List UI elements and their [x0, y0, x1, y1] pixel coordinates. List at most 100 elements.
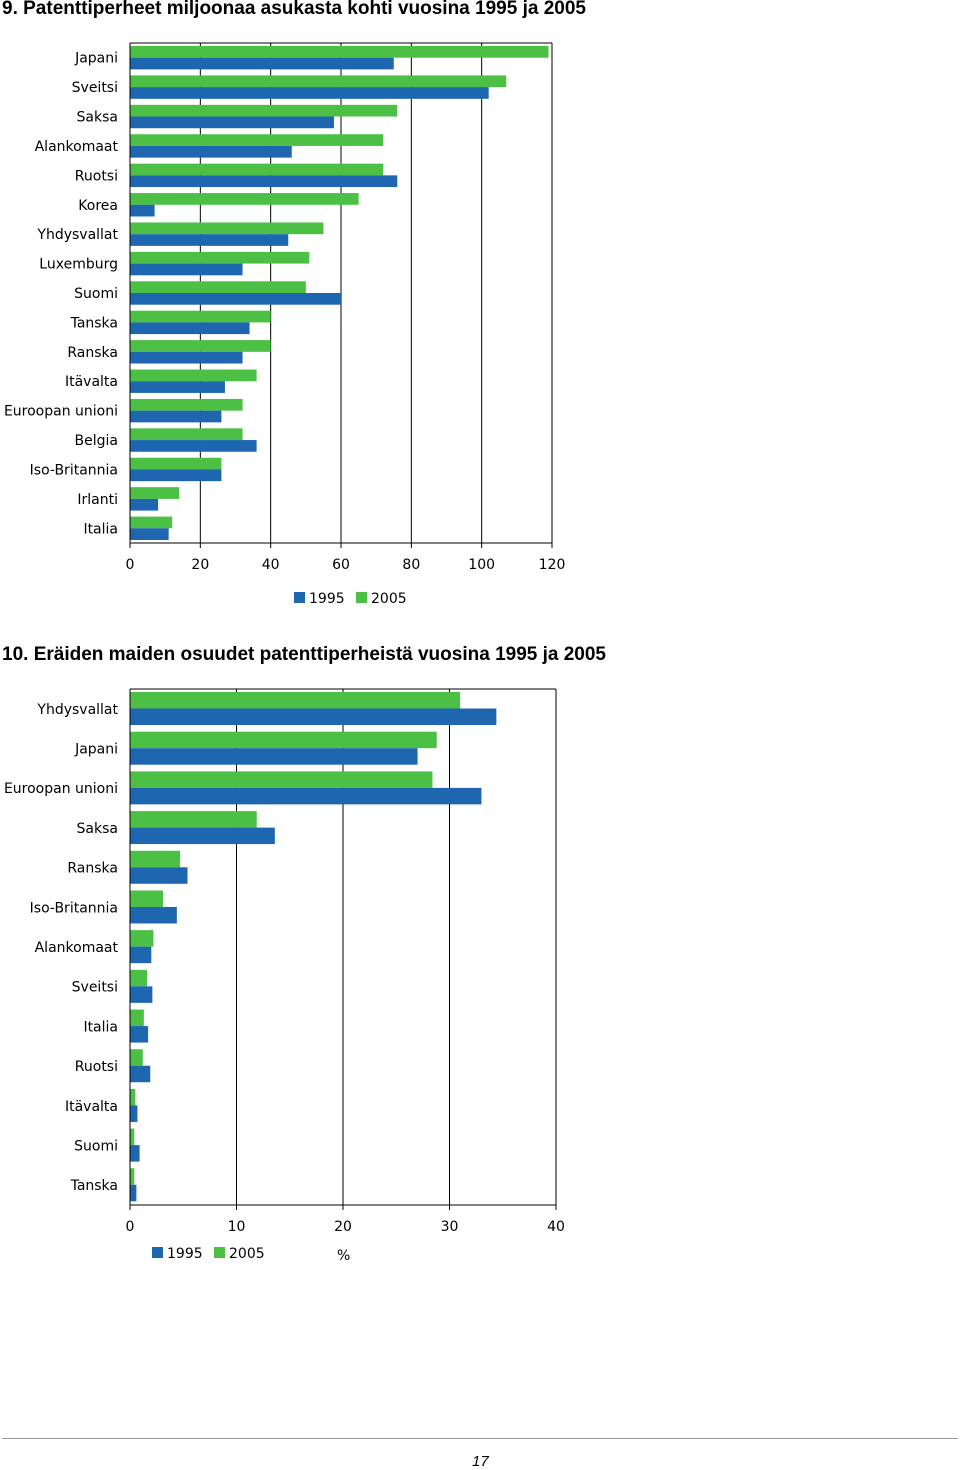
category-label: Itävalta — [65, 1099, 118, 1115]
bar-1995 — [130, 322, 250, 335]
bar-2005 — [130, 75, 507, 88]
bar-1995 — [130, 986, 153, 1003]
category-label: Tanska — [70, 315, 118, 331]
bar-2005 — [130, 811, 257, 828]
bar-2005 — [130, 222, 324, 235]
x-tick-label: 60 — [332, 557, 350, 573]
category-label: Ranska — [67, 861, 118, 877]
x-tick-label: 10 — [228, 1219, 246, 1235]
bar-2005 — [130, 340, 271, 352]
bar-1995 — [130, 410, 222, 423]
bar-1995 — [130, 708, 497, 725]
x-tick-label: 0 — [126, 1219, 135, 1235]
category-label: Tanska — [70, 1178, 118, 1194]
bar-1995 — [130, 787, 482, 805]
x-tick-label: 80 — [402, 557, 420, 573]
bar-2005 — [130, 134, 384, 146]
bar-2005 — [130, 251, 310, 264]
x-tick-label: 40 — [547, 1219, 565, 1235]
category-label: Luxemburg — [39, 257, 118, 273]
x-tick-label: 120 — [539, 557, 566, 573]
legend-label-2005: 2005 — [229, 1246, 265, 1262]
figure-9-title: 9. Patenttiperheet miljoonaa asukasta ko… — [2, 0, 586, 19]
figure-10-title: 10. Eräiden maiden osuudet patenttiperhe… — [2, 644, 607, 665]
bar-2005 — [130, 850, 181, 868]
legend-label-1995: 1995 — [309, 591, 345, 607]
category-label: Euroopan unioni — [4, 781, 118, 797]
bar-1995 — [130, 381, 225, 393]
bar-2005 — [130, 692, 461, 709]
bar-2005 — [130, 457, 222, 470]
bar-2005 — [130, 428, 243, 441]
category-label: Irlanti — [77, 492, 118, 508]
category-label: Ruotsi — [75, 1059, 118, 1075]
category-label: Sveitsi — [72, 80, 118, 96]
category-label: Euroopan unioni — [4, 404, 118, 420]
bar-1995 — [130, 145, 292, 158]
bar-1995 — [130, 827, 275, 845]
category-label: Korea — [78, 198, 118, 214]
bar-1995 — [130, 57, 394, 70]
bar-2005 — [130, 1088, 136, 1106]
bar-1995 — [130, 498, 159, 511]
category-label: Japani — [74, 742, 118, 758]
bar-1995 — [130, 1105, 138, 1122]
legend-label-1995: 1995 — [167, 1246, 203, 1262]
x-unit-label: % — [337, 1248, 350, 1264]
bar-1995 — [130, 234, 289, 246]
footer-divider — [2, 1438, 958, 1439]
category-label: Alankomaat — [35, 940, 119, 956]
bar-2005 — [130, 281, 306, 293]
bar-1995 — [130, 906, 177, 924]
bar-2005 — [130, 398, 243, 411]
bar-1995 — [130, 1145, 140, 1162]
category-label: Iso-Britannia — [30, 462, 118, 478]
legend-swatch-2005 — [214, 1247, 225, 1258]
bar-1995 — [130, 175, 398, 188]
bar-2005 — [130, 969, 148, 987]
bar-2005 — [130, 1009, 144, 1027]
legend-swatch-1995 — [294, 592, 305, 603]
bar-1995 — [130, 1026, 149, 1043]
bar-1995 — [130, 351, 243, 364]
bar-2005 — [130, 1128, 135, 1146]
x-tick-label: 20 — [191, 557, 209, 573]
category-label: Ruotsi — [75, 168, 118, 184]
bar-1995 — [130, 292, 341, 305]
legend-label-2005: 2005 — [371, 591, 407, 607]
bar-1995 — [130, 440, 257, 452]
bar-1995 — [130, 87, 489, 99]
bar-1995 — [130, 946, 152, 964]
bar-1995 — [130, 116, 334, 129]
bar-2005 — [130, 1049, 143, 1066]
category-label: Japani — [74, 51, 118, 67]
bar-2005 — [130, 1168, 135, 1185]
bar-2005 — [130, 890, 164, 907]
bar-1995 — [130, 748, 418, 765]
category-label: Saksa — [77, 110, 118, 126]
category-label: Alankomaat — [35, 139, 119, 155]
x-tick-label: 0 — [126, 557, 135, 573]
category-label: Saksa — [77, 821, 118, 837]
bar-1995 — [130, 1184, 137, 1202]
category-label: Ranska — [67, 345, 118, 361]
x-tick-label: 30 — [441, 1219, 459, 1235]
category-label: Sveitsi — [72, 980, 118, 996]
bar-1995 — [130, 867, 188, 884]
bar-2005 — [130, 104, 398, 117]
bar-2005 — [130, 193, 359, 205]
bar-1995 — [130, 528, 169, 540]
bar-2005 — [130, 310, 271, 323]
category-label: Belgia — [75, 433, 118, 449]
category-label: Suomi — [74, 286, 118, 302]
bar-2005 — [130, 731, 437, 749]
category-label: Yhdysvallat — [36, 702, 118, 718]
bar-2005 — [130, 771, 433, 788]
category-label: Italia — [83, 1019, 118, 1035]
category-label: Iso-Britannia — [30, 900, 118, 916]
bar-2005 — [130, 163, 384, 176]
page-number: 17 — [472, 1453, 489, 1470]
legend-swatch-2005 — [356, 592, 367, 603]
chart-patent-family-shares: Yhdysvallat Japani Euroopan unioni Saksa Ran… — [4, 688, 565, 1264]
bar-2005 — [130, 46, 549, 58]
